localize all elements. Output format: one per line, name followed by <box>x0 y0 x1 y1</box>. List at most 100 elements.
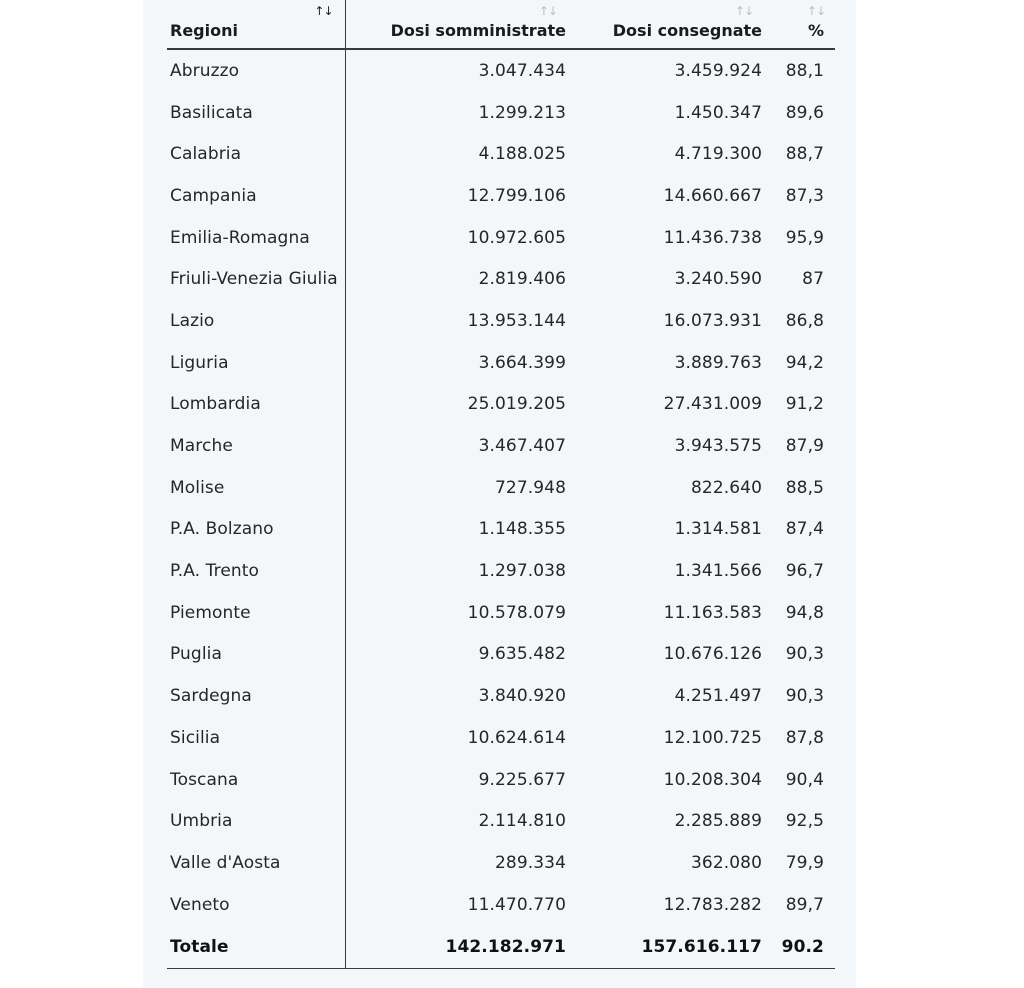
cell-region: Basilicata <box>167 91 346 134</box>
total-delivered: 157.616.117 <box>567 925 763 970</box>
cell-dosi-somministrate: 3.664.399 <box>478 352 566 373</box>
table-row: Calabria 4.188.025 4.719.300 88,7 <box>167 133 835 176</box>
cell-dosi-somministrate: 25.019.205 <box>467 394 566 415</box>
cell-dosi-consegnate: 1.450.347 <box>674 102 762 123</box>
cell-dosi-consegnate: 822.640 <box>691 477 762 498</box>
table-row: Molise 727.948 822.640 88,5 <box>167 466 835 509</box>
cell-percent: 88,7 <box>785 144 824 165</box>
cell-dosi-consegnate: 4.719.300 <box>674 144 762 165</box>
cell-dosi-somministrate: 12.799.106 <box>467 185 566 206</box>
cell-dosi-somministrate: 13.953.144 <box>467 310 566 331</box>
cell-dosi-somministrate: 11.470.770 <box>467 894 566 915</box>
sort-arrows-icon[interactable]: ↑↓ <box>538 4 558 18</box>
cell-dosi-consegnate: 2.285.889 <box>674 811 762 832</box>
table-row: Basilicata 1.299.213 1.450.347 89,6 <box>167 91 835 134</box>
cell-percent: 87,9 <box>785 436 824 457</box>
cell-percent: 87,8 <box>785 727 824 748</box>
cell-percent: 87,4 <box>785 519 824 540</box>
table-row: Friuli-Venezia Giulia 2.819.406 3.240.590 8… <box>167 258 835 301</box>
cell-percent: 88,5 <box>785 477 824 498</box>
column-header-percent[interactable]: ↑↓ % <box>763 0 835 50</box>
cell-percent: 90,3 <box>785 644 824 665</box>
cell-dosi-consegnate: 12.100.725 <box>663 727 762 748</box>
cell-dosi-somministrate: 727.948 <box>495 477 566 498</box>
cell-region: Emilia-Romagna <box>167 216 346 259</box>
cell-region: Sardegna <box>167 675 346 717</box>
table-row: Sicilia 10.624.614 12.100.725 87,8 <box>167 717 835 759</box>
column-header-dosi-consegnate[interactable]: ↑↓ Dosi consegnate <box>567 0 763 50</box>
cell-dosi-somministrate: 10.624.614 <box>467 727 566 748</box>
cell-dosi-consegnate: 362.080 <box>691 852 762 873</box>
cell-dosi-somministrate: 289.334 <box>495 852 566 873</box>
cell-dosi-somministrate: 3.840.920 <box>478 686 566 707</box>
cell-dosi-consegnate: 11.163.583 <box>663 602 762 623</box>
cell-dosi-somministrate: 1.299.213 <box>478 102 566 123</box>
cell-region: Umbria <box>167 800 346 843</box>
cell-region: Veneto <box>167 883 346 926</box>
cell-region: P.A. Bolzano <box>167 508 346 551</box>
cell-percent: 94,8 <box>785 602 824 623</box>
cell-percent: 94,2 <box>785 352 824 373</box>
cell-percent: 90,4 <box>785 769 824 790</box>
cell-region: Molise <box>167 466 346 509</box>
column-header-dosi-somministrate[interactable]: ↑↓ Dosi somministrate <box>345 0 567 50</box>
cell-region: Lazio <box>167 300 346 342</box>
cell-region: Campania <box>167 175 346 217</box>
total-row: Totale 142.182.971 157.616.117 90.2 <box>167 925 835 970</box>
cell-region: Toscana <box>167 758 346 801</box>
cell-percent: 95,9 <box>785 227 824 248</box>
cell-dosi-consegnate: 3.943.575 <box>674 436 762 457</box>
cell-dosi-somministrate: 9.635.482 <box>478 644 566 665</box>
table-row: Piemonte 10.578.079 11.163.583 94,8 <box>167 591 835 634</box>
cell-dosi-somministrate: 4.188.025 <box>478 144 566 165</box>
cell-dosi-consegnate: 12.783.282 <box>663 894 762 915</box>
total-administered: 142.182.971 <box>345 925 567 970</box>
column-header-regioni[interactable]: ↑↓ Regioni <box>167 0 346 50</box>
cell-dosi-consegnate: 27.431.009 <box>663 394 762 415</box>
cell-percent: 91,2 <box>785 394 824 415</box>
sort-arrows-icon[interactable]: ↑↓ <box>314 4 333 18</box>
sort-arrows-icon[interactable]: ↑↓ <box>734 4 754 18</box>
table-row: Lombardia 25.019.205 27.431.009 91,2 <box>167 383 835 426</box>
cell-dosi-consegnate: 10.676.126 <box>663 644 762 665</box>
cell-region: Abruzzo <box>167 49 346 92</box>
cell-region: Sicilia <box>167 717 346 759</box>
table-row: Umbria 2.114.810 2.285.889 92,5 <box>167 800 835 843</box>
table-row: Campania 12.799.106 14.660.667 87,3 <box>167 175 835 217</box>
cell-percent: 88,1 <box>785 60 824 81</box>
table-body: Abruzzo 3.047.434 3.459.924 88,1 Basilicata 1… <box>167 49 835 970</box>
cell-dosi-somministrate: 2.114.810 <box>478 811 566 832</box>
cell-region: Marche <box>167 425 346 467</box>
column-header-label: % <box>807 21 824 40</box>
table-row: P.A. Bolzano 1.148.355 1.314.581 87,4 <box>167 508 835 551</box>
table-row: Abruzzo 3.047.434 3.459.924 88,1 <box>167 49 835 92</box>
cell-percent: 92,5 <box>785 811 824 832</box>
cell-region: Puglia <box>167 633 346 676</box>
total-percent: 90.2 <box>763 925 835 970</box>
cell-dosi-somministrate: 2.819.406 <box>478 269 566 290</box>
cell-dosi-somministrate: 3.047.434 <box>478 60 566 81</box>
cell-dosi-consegnate: 16.073.931 <box>663 310 762 331</box>
cell-dosi-somministrate: 10.972.605 <box>467 227 566 248</box>
cell-percent: 87 <box>802 269 824 290</box>
column-header-label: Regioni <box>170 21 238 40</box>
sort-arrows-icon[interactable]: ↑↓ <box>806 4 826 18</box>
total-label: Totale <box>167 925 346 970</box>
table-row: Emilia-Romagna 10.972.605 11.436.738 95,9 <box>167 216 835 259</box>
cell-percent: 96,7 <box>785 561 824 582</box>
vaccine-doses-table: ↑↓ Regioni ↑↓ Dosi somministrate ↑↓ Dosi… <box>167 0 835 970</box>
cell-dosi-somministrate: 10.578.079 <box>467 602 566 623</box>
cell-percent: 86,8 <box>785 310 824 331</box>
cell-dosi-somministrate: 1.148.355 <box>478 519 566 540</box>
cell-region: Valle d'Aosta <box>167 842 346 884</box>
cell-region: P.A. Trento <box>167 550 346 592</box>
cell-percent: 89,6 <box>785 102 824 123</box>
cell-dosi-consegnate: 14.660.667 <box>663 185 762 206</box>
cell-dosi-consegnate: 1.314.581 <box>674 519 762 540</box>
cell-region: Piemonte <box>167 591 346 634</box>
table-header: ↑↓ Regioni ↑↓ Dosi somministrate ↑↓ Dosi… <box>167 0 835 50</box>
cell-dosi-somministrate: 3.467.407 <box>478 436 566 457</box>
table-row: Veneto 11.470.770 12.783.282 89,7 <box>167 883 835 926</box>
cell-region: Lombardia <box>167 383 346 426</box>
cell-percent: 89,7 <box>785 894 824 915</box>
